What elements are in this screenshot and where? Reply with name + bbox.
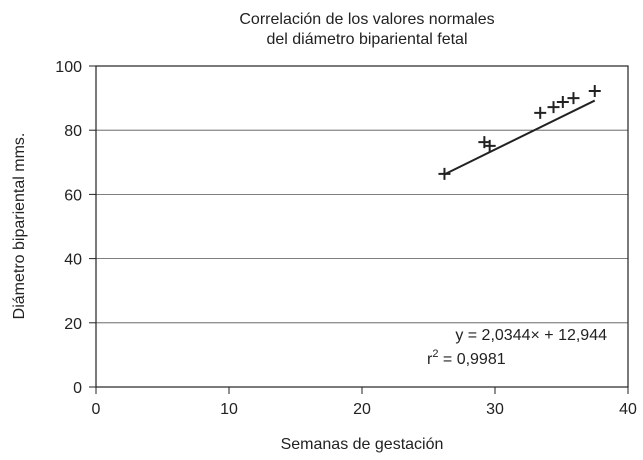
r-squared-label: r2 = 0,9981 — [427, 348, 506, 368]
y-tick-label: 20 — [64, 316, 82, 333]
x-tick-label: 20 — [353, 401, 371, 418]
r-label: r — [427, 351, 433, 368]
trendline — [444, 99, 596, 176]
point — [438, 167, 451, 180]
equation-label: y = 2,0344× + 12,944 — [455, 327, 607, 344]
y-tick-label: 80 — [64, 123, 82, 140]
y-tick-label: 0 — [73, 380, 82, 397]
point — [534, 106, 547, 119]
y-tick-label: 40 — [64, 252, 82, 269]
chart-title: del diámetro bipariental fetal — [266, 31, 467, 48]
y-axis-label: Diámetro bipariental mms. — [11, 133, 28, 320]
point — [547, 101, 560, 114]
x-axis-label: Semanas de gestación — [281, 436, 444, 453]
point — [556, 95, 569, 108]
point — [567, 92, 580, 105]
r-rest: = 0,9981 — [438, 351, 505, 368]
point — [483, 139, 496, 152]
point — [588, 85, 601, 98]
y-tick-label: 60 — [64, 187, 82, 204]
chart-title: Correlación de los valores normales — [239, 11, 494, 28]
x-tick-label: 0 — [92, 401, 101, 418]
x-tick-label: 10 — [220, 401, 238, 418]
plot-frame — [95, 65, 629, 388]
y-tick-label: 100 — [55, 59, 82, 76]
x-tick-label: 40 — [619, 401, 637, 418]
x-tick-label: 30 — [486, 401, 504, 418]
r-sup: 2 — [432, 348, 438, 360]
